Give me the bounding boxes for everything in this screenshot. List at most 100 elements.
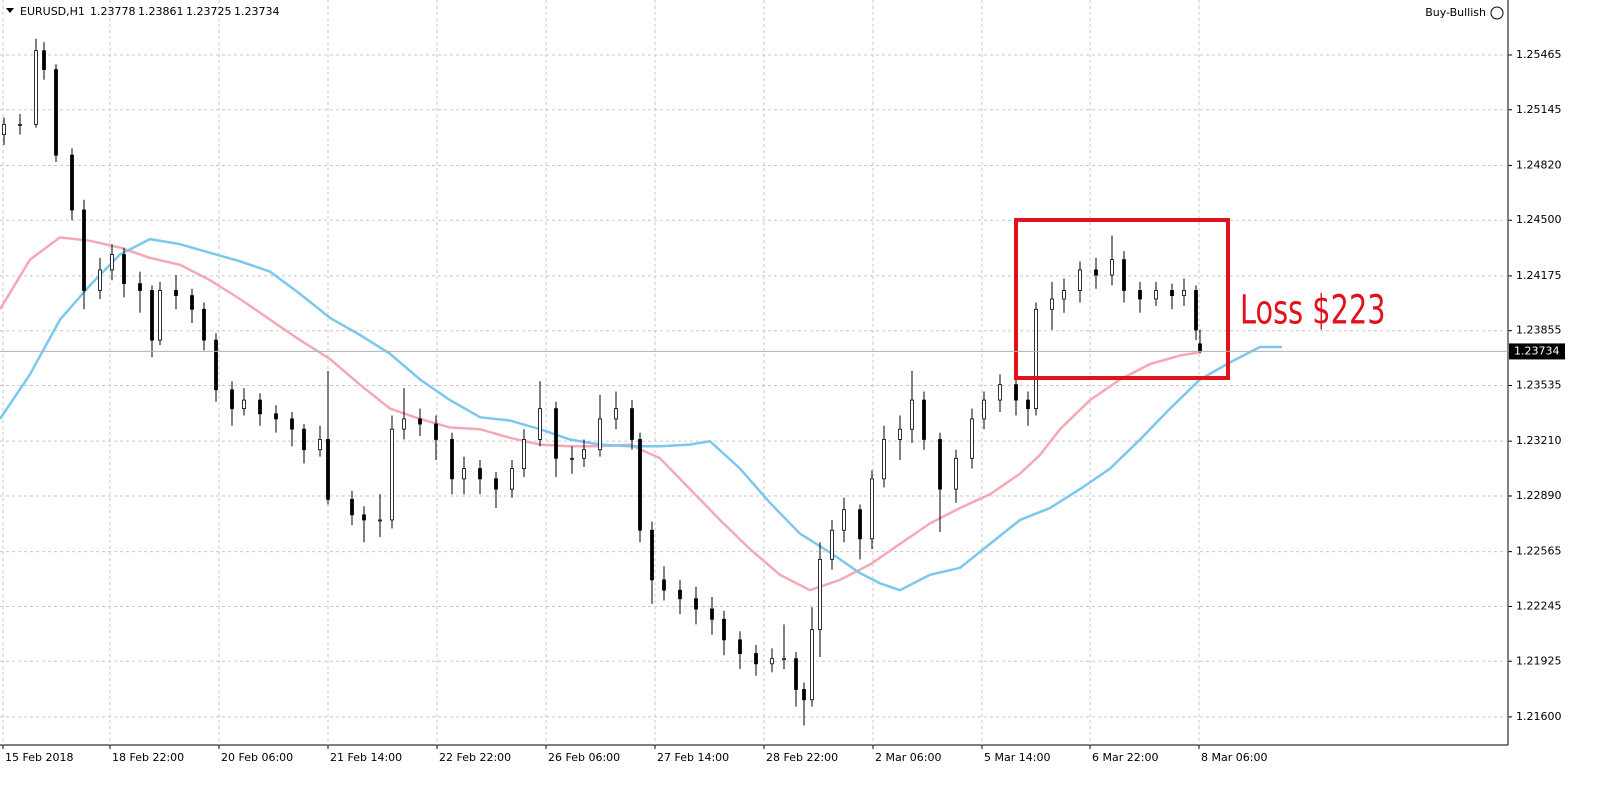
candle-body	[818, 558, 822, 630]
y-tick-label: 1.23210	[1516, 434, 1562, 447]
candle-body	[938, 439, 942, 490]
y-tick-label: 1.23855	[1516, 324, 1562, 337]
candle-body	[1078, 269, 1082, 291]
candle-body	[694, 598, 698, 610]
y-tick-label: 1.24820	[1516, 158, 1562, 171]
candle-body	[810, 629, 814, 701]
candle-body	[214, 339, 218, 391]
x-tick-label: 28 Feb 22:00	[766, 751, 838, 764]
candle-body	[1110, 259, 1114, 276]
candle-body	[922, 399, 926, 440]
candle-body	[350, 499, 354, 516]
header-prices: 1.23778 1.23861 1.23725 1.23734	[90, 5, 280, 18]
y-tick-label: 1.22890	[1516, 489, 1562, 502]
candle-body	[122, 254, 126, 285]
candle-body	[1198, 343, 1202, 352]
candle-body	[662, 579, 666, 591]
y-tick-label: 1.25145	[1516, 103, 1562, 116]
candle-body	[570, 457, 574, 460]
candle-body	[1182, 290, 1186, 297]
candle-body	[478, 468, 482, 480]
menu-arrow	[6, 8, 14, 13]
candle-body	[998, 384, 1002, 401]
candle-body	[230, 389, 234, 410]
candle-body	[1138, 290, 1142, 300]
candle-body	[842, 509, 846, 531]
candle-body	[722, 618, 726, 641]
candle-body	[150, 290, 154, 341]
candle-body	[598, 418, 602, 451]
badge-icon	[1490, 6, 1504, 20]
candle-body	[770, 658, 774, 665]
candle-body	[898, 428, 902, 440]
candle-body	[302, 428, 306, 451]
candle-body	[582, 449, 586, 459]
candle-body	[318, 439, 322, 451]
candle-body	[326, 439, 330, 500]
x-tick-label: 18 Feb 22:00	[112, 751, 184, 764]
candle-body	[1194, 290, 1198, 331]
candle-body	[378, 519, 382, 522]
candle-body	[1094, 269, 1098, 276]
candle-body	[870, 478, 874, 540]
y-tick-label: 1.21600	[1516, 710, 1562, 723]
candle-body	[1170, 290, 1174, 297]
x-tick-label: 8 Mar 06:00	[1201, 751, 1267, 764]
candle-body	[982, 399, 986, 420]
candle-body	[70, 154, 74, 211]
candle-body	[802, 689, 806, 701]
candle-body	[362, 514, 366, 521]
candle-body	[1026, 399, 1030, 410]
candle-body	[638, 439, 642, 531]
header-price: 1.23861	[138, 5, 184, 18]
candle-body	[2, 123, 6, 136]
candle-body	[138, 283, 142, 291]
candle-body	[494, 478, 498, 490]
candle-body	[274, 413, 278, 420]
candle-body	[794, 658, 798, 690]
candle-body	[450, 439, 454, 480]
x-tick-label: 20 Feb 06:00	[221, 751, 293, 764]
y-tick-label: 1.25465	[1516, 48, 1562, 61]
candle-body	[242, 399, 246, 410]
candle-body	[54, 69, 58, 156]
candle-body	[650, 529, 654, 581]
candle-body	[434, 423, 438, 440]
candle-body	[1154, 290, 1158, 300]
candle-body	[290, 418, 294, 430]
candle-body	[34, 50, 38, 125]
candle-body	[738, 639, 742, 654]
header-price: 1.23725	[186, 5, 232, 18]
candle-body	[402, 418, 406, 430]
candle-body	[630, 408, 634, 440]
x-tick-label: 2 Mar 06:00	[875, 751, 941, 764]
header-price: 1.23778	[90, 5, 136, 18]
candle-body	[538, 408, 542, 440]
candle-body	[954, 457, 958, 490]
candle-body	[18, 123, 22, 126]
candle-body	[910, 399, 914, 430]
candle-body	[202, 308, 206, 341]
symbol: EURUSD,H1	[20, 5, 85, 18]
candle-body	[158, 290, 162, 341]
candle-body	[418, 418, 422, 425]
candle-body	[1062, 290, 1066, 300]
candle-body	[882, 439, 886, 480]
annotation: Loss $223	[1240, 288, 1386, 334]
grid	[0, 0, 1508, 745]
y-tick-label: 1.23535	[1516, 379, 1562, 392]
x-tick-label: 27 Feb 14:00	[657, 751, 729, 764]
candle-body	[554, 408, 558, 459]
badge: Buy-Bullish	[1425, 6, 1486, 19]
candle-body	[174, 290, 178, 297]
candle-body	[390, 428, 394, 521]
candle-body	[858, 509, 862, 540]
candle-body	[110, 254, 114, 271]
x-tick-label: 6 Mar 22:00	[1092, 751, 1158, 764]
candle-body	[1050, 298, 1054, 310]
candle-body	[614, 408, 618, 420]
candle-body	[190, 295, 194, 310]
candle-body	[510, 468, 514, 490]
